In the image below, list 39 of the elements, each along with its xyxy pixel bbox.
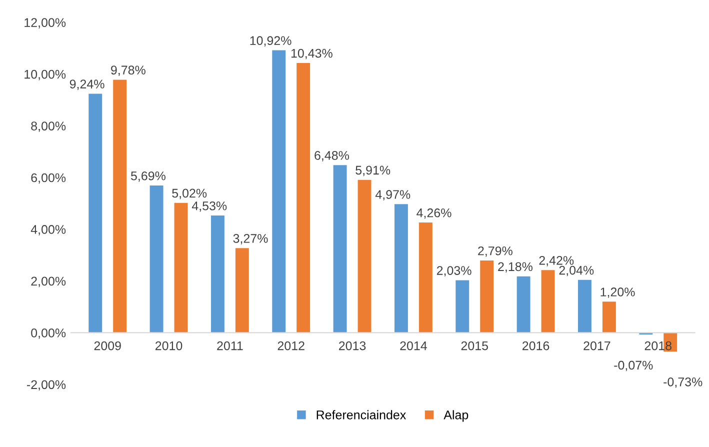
y-tick-label: 0,00% <box>31 328 66 339</box>
x-tick-label: 2009 <box>94 341 121 350</box>
legend-label: Referenciaindex <box>316 410 406 420</box>
x-tick-label: 2017 <box>584 341 610 350</box>
data-label: 6,48% <box>314 151 349 162</box>
data-label: 5,69% <box>130 171 166 182</box>
y-tick-label: -2,00% <box>26 380 66 391</box>
x-tick-label: 2012 <box>278 341 304 350</box>
data-label: 5,91% <box>356 166 390 176</box>
y-tick-label: 6,00% <box>31 173 66 184</box>
y-tick-label: 2,00% <box>31 276 66 288</box>
data-label: 2,79% <box>478 246 512 257</box>
data-label: -0,07% <box>614 360 653 372</box>
data-label: 2,18% <box>498 262 532 273</box>
data-label: 1,20% <box>600 288 635 298</box>
data-label: 2,42% <box>539 256 574 266</box>
data-label: 2,04% <box>559 266 594 276</box>
x-tick-label: 2013 <box>339 341 366 350</box>
data-label: 9,78% <box>111 66 146 76</box>
x-tick-label: 2014 <box>400 341 427 350</box>
x-tick-label: 2011 <box>217 341 243 350</box>
y-tick-label: 12,00% <box>24 18 66 28</box>
legend-label: Alap <box>444 410 468 422</box>
data-label: 10,92% <box>250 36 292 47</box>
data-label: 9,24% <box>70 80 104 90</box>
y-tick-label: 10,00% <box>24 70 66 80</box>
data-label: 4,97% <box>375 190 410 200</box>
x-tick-label: 2015 <box>461 341 488 350</box>
data-label: 4,53% <box>192 201 227 212</box>
data-label: 3,27% <box>233 234 268 244</box>
y-tick-label: 4,00% <box>30 225 66 236</box>
x-tick-label: 2010 <box>155 341 182 350</box>
y-tick-label: 8,00% <box>31 122 66 132</box>
data-label: 2,03% <box>436 266 472 276</box>
x-tick-label: 2016 <box>522 341 550 350</box>
data-label: 4,26% <box>416 208 452 219</box>
data-label: 10,43% <box>291 48 332 60</box>
data-label: -0,73% <box>664 377 702 388</box>
data-label: 5,02% <box>172 188 207 200</box>
